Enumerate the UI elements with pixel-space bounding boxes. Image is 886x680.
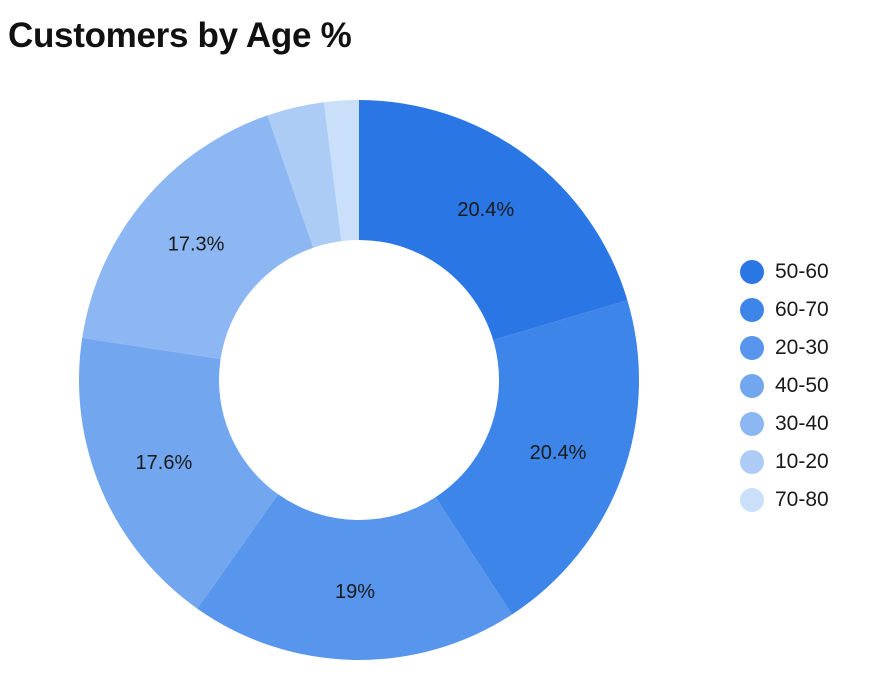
slice-10-20[interactable]: [267, 102, 342, 248]
slice-50-60[interactable]: [359, 100, 628, 341]
legend-label: 60-70: [775, 298, 829, 321]
slice-60-70[interactable]: [435, 300, 639, 615]
slice-30-40[interactable]: [82, 115, 314, 359]
slice-value-label: 17.3%: [168, 233, 225, 255]
slice-value-label: 17.6%: [136, 452, 193, 474]
slice-labels: 20.4% 20.4% 19% 17.6% 17.3%: [136, 199, 587, 603]
legend-label: 50-60: [775, 260, 829, 283]
slice-value-label: 20.4%: [457, 199, 514, 221]
legend-swatch: [740, 260, 764, 284]
legend-label: 40-50: [775, 374, 829, 397]
legend-label: 70-80: [775, 488, 829, 511]
legend-label: 30-40: [775, 412, 829, 435]
slice-40-50[interactable]: [79, 337, 279, 609]
slice-value-label: 19%: [335, 581, 375, 603]
chart-legend: 50-60 60-70 20-30 40-50 30-40 10-20 70-80: [740, 253, 870, 519]
legend-swatch: [740, 336, 764, 360]
legend-swatch: [740, 488, 764, 512]
legend-item-30-40[interactable]: 30-40: [740, 405, 870, 443]
legend-label: 10-20: [775, 450, 829, 473]
legend-item-40-50[interactable]: 40-50: [740, 367, 870, 405]
slice-70-80[interactable]: [323, 100, 359, 242]
legend-label: 20-30: [775, 336, 829, 359]
legend-item-50-60[interactable]: 50-60: [740, 253, 870, 291]
legend-swatch: [740, 450, 764, 474]
donut-slices: [79, 100, 639, 661]
legend-item-10-20[interactable]: 10-20: [740, 443, 870, 481]
legend-swatch: [740, 412, 764, 436]
chart-title: Customers by Age %: [8, 16, 352, 55]
legend-item-60-70[interactable]: 60-70: [740, 291, 870, 329]
legend-swatch: [740, 298, 764, 322]
slice-value-label: 20.4%: [530, 442, 587, 464]
legend-item-20-30[interactable]: 20-30: [740, 329, 870, 367]
legend-swatch: [740, 374, 764, 398]
legend-item-70-80[interactable]: 70-80: [740, 481, 870, 519]
slice-20-30[interactable]: [197, 494, 512, 661]
